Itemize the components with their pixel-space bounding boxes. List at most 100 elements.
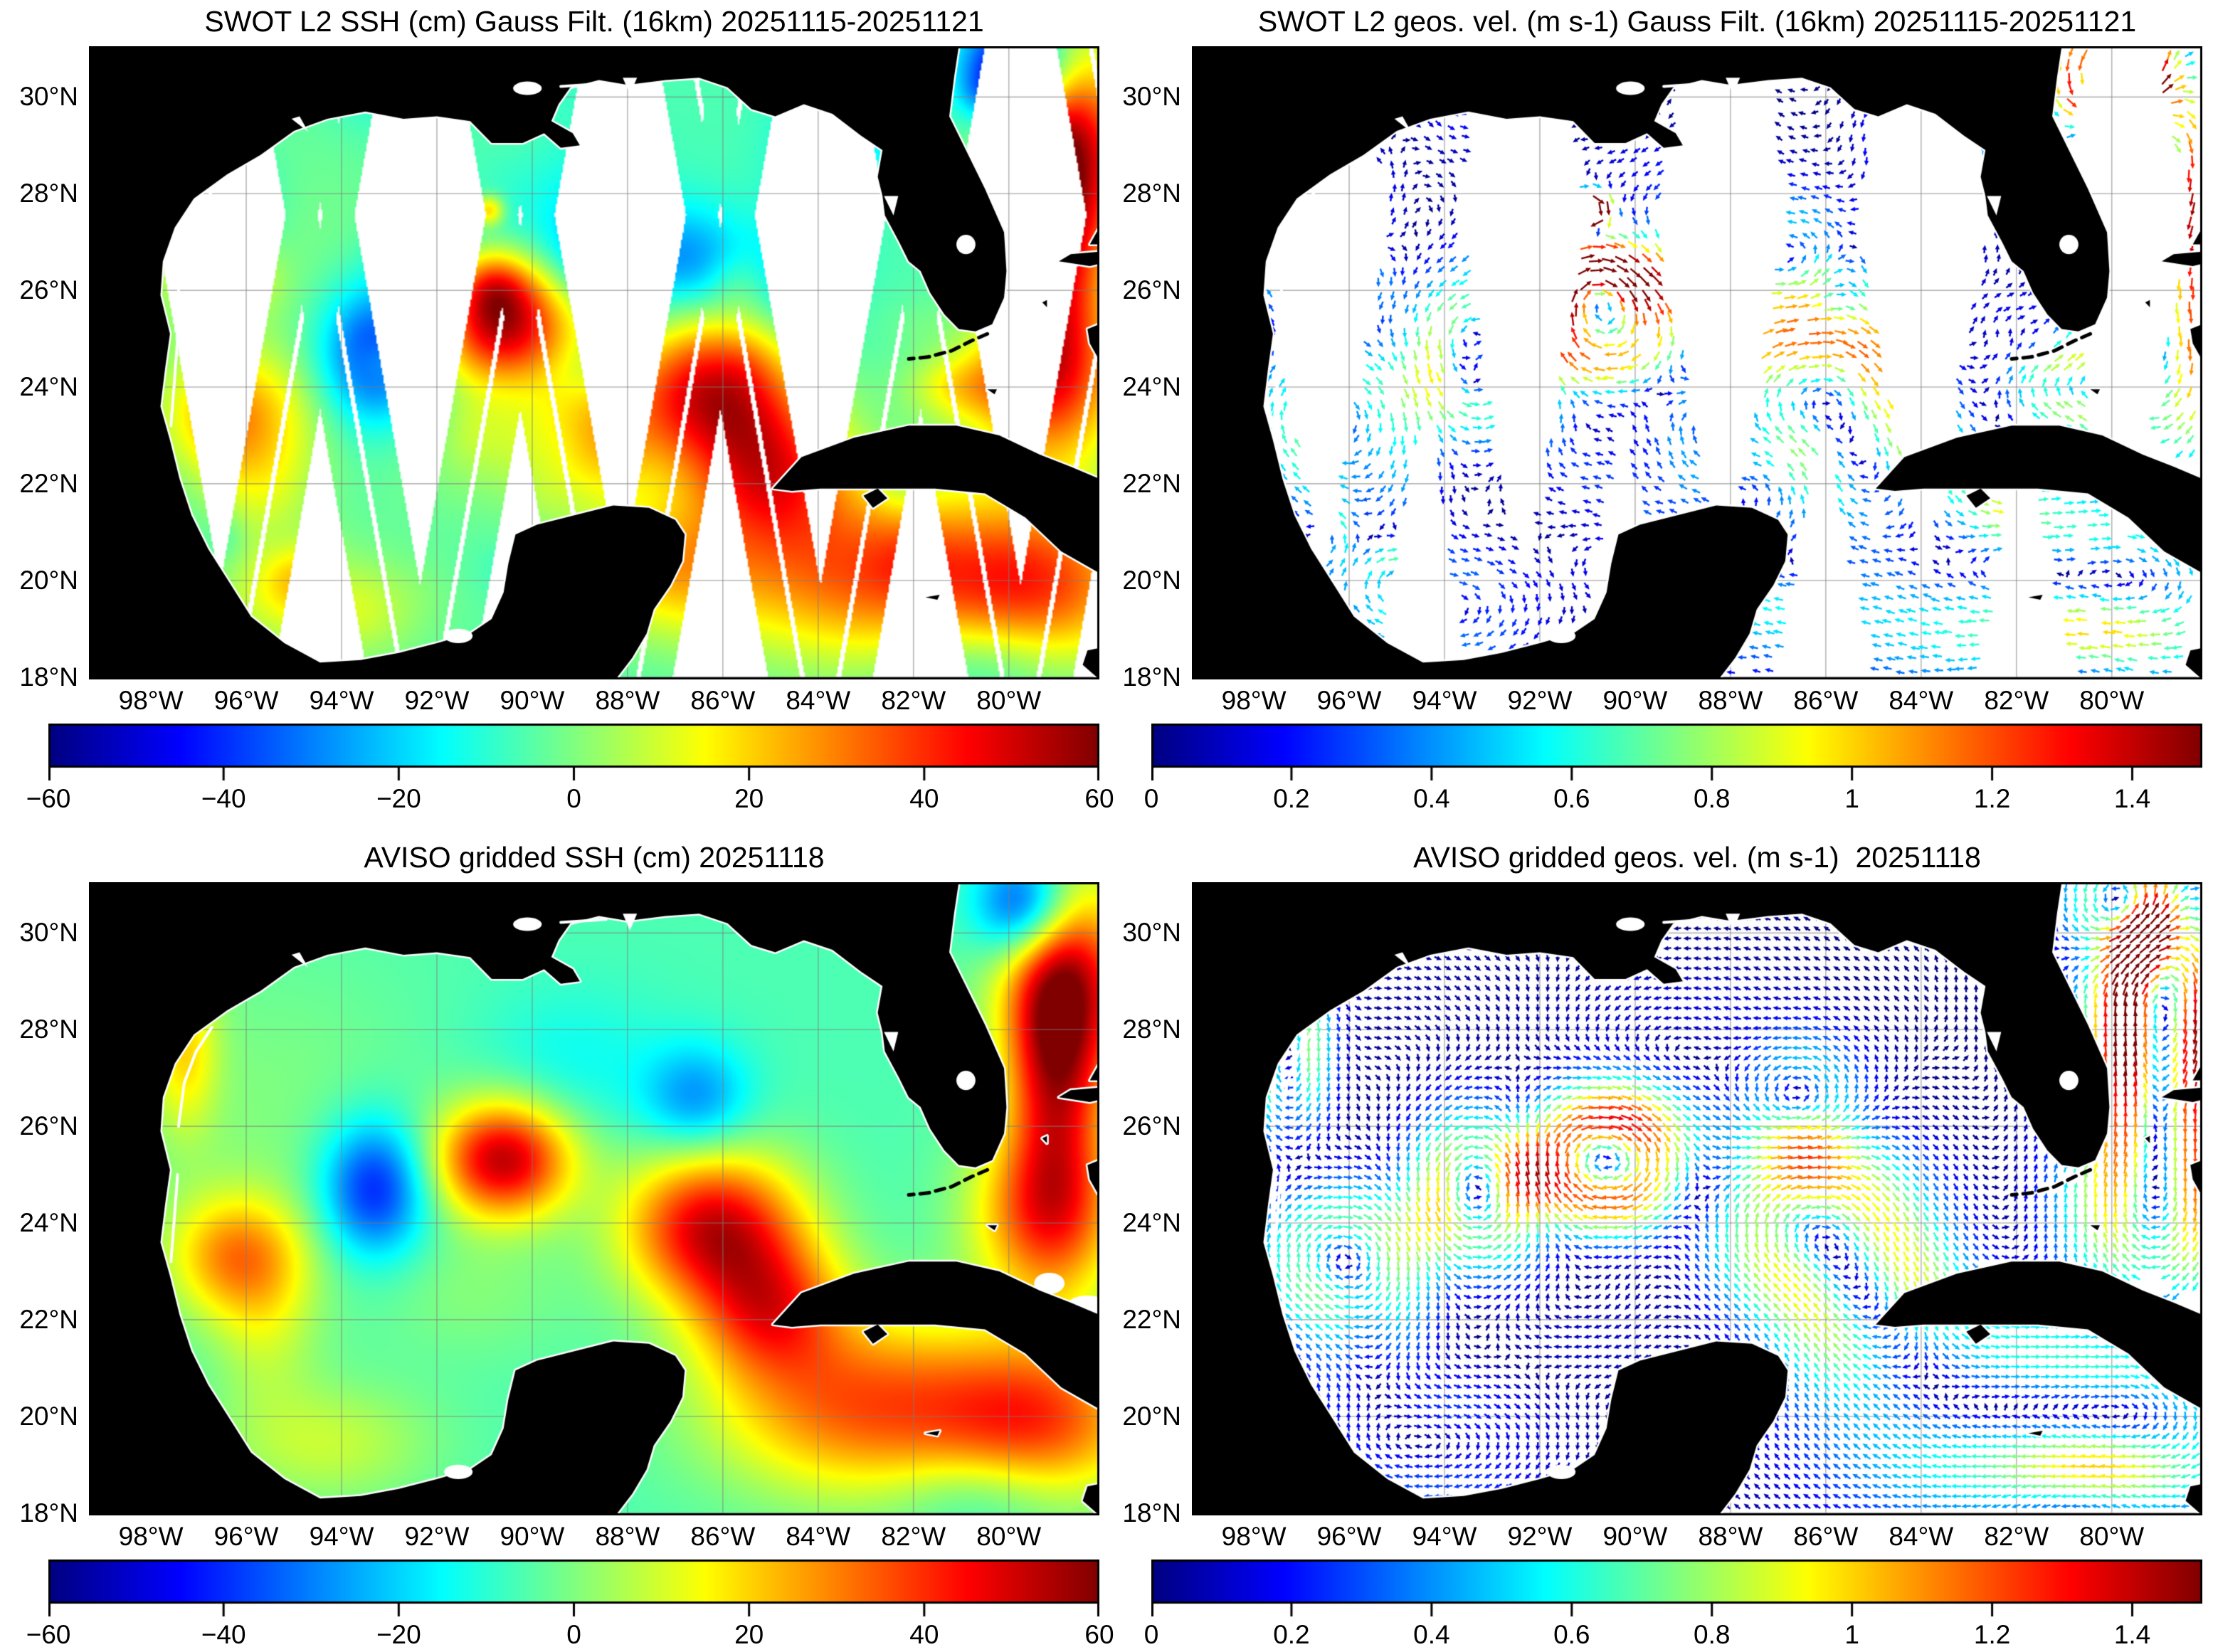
lat-tick-label: 22°N bbox=[1122, 1304, 1181, 1334]
colorbar-tick-label: 0.8 bbox=[1694, 784, 1731, 813]
lon-tick-label: 82°W bbox=[881, 1522, 946, 1551]
lon-tick-label: 90°W bbox=[500, 686, 565, 715]
lon-tick-label: 82°W bbox=[1984, 686, 2049, 715]
lat-tick-label: 20°N bbox=[1122, 1401, 1181, 1431]
lat-tick-label: 18°N bbox=[1122, 662, 1181, 692]
lon-tick-label: 94°W bbox=[309, 1522, 374, 1551]
lat-tick-label: 26°N bbox=[19, 1111, 78, 1141]
lat-tick-label: 20°N bbox=[19, 565, 78, 595]
lat-tick-label: 28°N bbox=[19, 179, 78, 208]
lon-tick-label: 86°W bbox=[690, 686, 756, 715]
lat-tick-label: 26°N bbox=[19, 275, 78, 305]
colorbar-tick-label: 0.2 bbox=[1273, 784, 1310, 813]
lon-tick-label: 80°W bbox=[976, 1522, 1042, 1551]
lon-tick-label: 92°W bbox=[1507, 686, 1573, 715]
lon-tick-label: 94°W bbox=[1412, 1522, 1477, 1551]
colorbar-tick-label: 0.4 bbox=[1413, 1620, 1450, 1649]
lat-tick-label: 30°N bbox=[19, 82, 78, 112]
lon-tick-label: 82°W bbox=[881, 686, 946, 715]
lon-tick-label: 80°W bbox=[2079, 1522, 2145, 1551]
colorbar-tick-label: 60 bbox=[1084, 784, 1114, 813]
colorbar-tick-label: −20 bbox=[376, 784, 421, 813]
lon-tick-label: 98°W bbox=[118, 686, 184, 715]
colorbar-tick-label: 0.2 bbox=[1273, 1620, 1310, 1649]
panel-aviso-ssh: AVISO gridded SSH (cm) 20251118 30°N 28°N… bbox=[19, 841, 1114, 1649]
lat-tick-label: 22°N bbox=[19, 468, 78, 498]
colorbar-tick-label: 0 bbox=[566, 784, 581, 813]
lat-tick-label: 18°N bbox=[19, 662, 78, 692]
lon-tick-label: 84°W bbox=[1889, 686, 1954, 715]
colorbar-tick-label: 40 bbox=[909, 784, 939, 813]
lat-tick-label: 26°N bbox=[1122, 275, 1181, 305]
lon-tick-label: 92°W bbox=[1507, 1522, 1573, 1551]
lat-tick-label: 30°N bbox=[1122, 82, 1181, 112]
panel-swot-vel: SWOT L2 geos. vel. (m s-1) Gauss Filt. (… bbox=[1122, 5, 2202, 813]
colorbar-tick-label: 60 bbox=[1084, 1620, 1114, 1649]
lat-tick-label: 18°N bbox=[19, 1498, 78, 1527]
lon-tick-label: 84°W bbox=[1889, 1522, 1954, 1551]
lon-tick-label: 98°W bbox=[1221, 686, 1287, 715]
lat-tick-label: 20°N bbox=[1122, 565, 1181, 595]
panel-title-swot-vel: SWOT L2 geos. vel. (m s-1) Gauss Filt. (… bbox=[1257, 5, 2137, 38]
colorbar-tick-label: 20 bbox=[734, 784, 764, 813]
lon-tick-label: 96°W bbox=[1316, 686, 1382, 715]
colorbar-tick-label: 0 bbox=[1144, 1620, 1159, 1649]
colorbar-tick-label: 1.4 bbox=[2113, 784, 2151, 813]
lon-tick-label: 92°W bbox=[404, 1522, 470, 1551]
colorbar-tick-label: 1.4 bbox=[2113, 1620, 2151, 1649]
lon-tick-label: 96°W bbox=[1316, 1522, 1382, 1551]
lat-tick-label: 28°N bbox=[1122, 1015, 1181, 1044]
panel-aviso-vel: AVISO gridded geos. vel. (m s-1) 2025111… bbox=[1122, 841, 2202, 1649]
lat-tick-label: 24°N bbox=[1122, 371, 1181, 401]
lon-tick-label: 88°W bbox=[1698, 1522, 1763, 1551]
colorbar-tick-label: 0 bbox=[1144, 784, 1159, 813]
lat-tick-label: 28°N bbox=[1122, 179, 1181, 208]
colorbar-tick-label: 1 bbox=[1844, 1620, 1859, 1649]
colorbar-tick-label: 0.4 bbox=[1413, 784, 1450, 813]
lat-tick-label: 24°N bbox=[1122, 1207, 1181, 1237]
lon-tick-label: 88°W bbox=[1698, 686, 1763, 715]
colorbar-ssh-canvas bbox=[48, 724, 1099, 785]
lon-tick-label: 86°W bbox=[690, 1522, 756, 1551]
lat-tick-label: 22°N bbox=[19, 1304, 78, 1334]
colorbar-vel-canvas bbox=[1151, 724, 2202, 785]
map-canvas-aviso-ssh bbox=[89, 882, 1099, 1515]
lon-tick-label: 86°W bbox=[1793, 686, 1859, 715]
colorbar-tick-label: −40 bbox=[201, 784, 246, 813]
colorbar-tick-label: −20 bbox=[376, 1620, 421, 1649]
colorbar-vel-canvas bbox=[1151, 1560, 2202, 1621]
colorbar-tick-label: 40 bbox=[909, 1620, 939, 1649]
lat-tick-label: 30°N bbox=[1122, 918, 1181, 948]
lat-tick-label: 22°N bbox=[1122, 468, 1181, 498]
colorbar-tick-label: 0 bbox=[566, 1620, 581, 1649]
lat-tick-label: 30°N bbox=[19, 918, 78, 948]
lat-tick-label: 24°N bbox=[19, 1207, 78, 1237]
lon-tick-label: 96°W bbox=[213, 686, 279, 715]
colorbar-tick-label: 0.6 bbox=[1553, 784, 1590, 813]
colorbar-tick-label: −60 bbox=[26, 1620, 71, 1649]
lon-tick-label: 94°W bbox=[1412, 686, 1477, 715]
map-canvas-swot-ssh bbox=[89, 46, 1099, 679]
lon-tick-label: 90°W bbox=[1602, 1522, 1668, 1551]
lon-tick-label: 90°W bbox=[1602, 686, 1668, 715]
colorbar-tick-label: −60 bbox=[26, 784, 71, 813]
lat-tick-label: 20°N bbox=[19, 1401, 78, 1431]
map-canvas-swot-vel bbox=[1192, 46, 2202, 679]
lon-tick-label: 98°W bbox=[1221, 1522, 1287, 1551]
colorbar-tick-label: −40 bbox=[201, 1620, 246, 1649]
lon-tick-label: 80°W bbox=[2079, 686, 2145, 715]
panel-title-aviso-vel: AVISO gridded geos. vel. (m s-1) 2025111… bbox=[1413, 841, 1981, 874]
lon-tick-label: 96°W bbox=[213, 1522, 279, 1551]
colorbar-tick-label: 1.2 bbox=[1973, 784, 2011, 813]
lat-tick-label: 28°N bbox=[19, 1015, 78, 1044]
lon-tick-label: 84°W bbox=[786, 1522, 851, 1551]
lon-tick-label: 82°W bbox=[1984, 1522, 2049, 1551]
colorbar-tick-label: 20 bbox=[734, 1620, 764, 1649]
colorbar-tick-label: 0.8 bbox=[1694, 1620, 1731, 1649]
lon-tick-label: 84°W bbox=[786, 686, 851, 715]
colorbar-tick-label: 1 bbox=[1844, 784, 1859, 813]
panel-title-aviso-ssh: AVISO gridded SSH (cm) 20251118 bbox=[364, 841, 825, 874]
lat-tick-label: 26°N bbox=[1122, 1111, 1181, 1141]
colorbar-tick-label: 1.2 bbox=[1973, 1620, 2011, 1649]
lon-tick-label: 88°W bbox=[595, 686, 660, 715]
